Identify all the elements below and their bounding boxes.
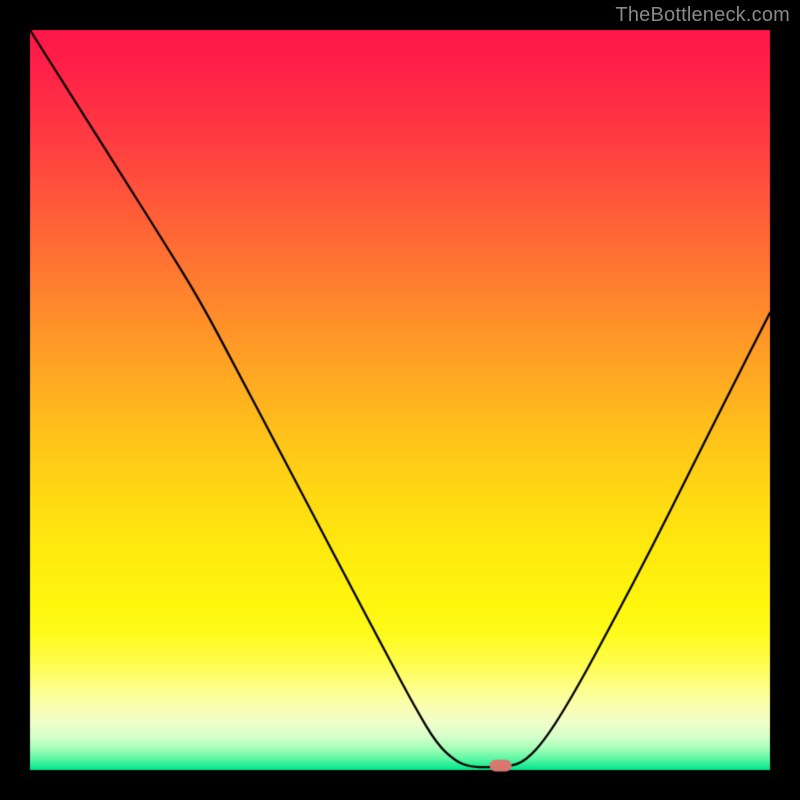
bottleneck-chart-canvas — [0, 0, 800, 800]
chart-container: TheBottleneck.com — [0, 0, 800, 800]
